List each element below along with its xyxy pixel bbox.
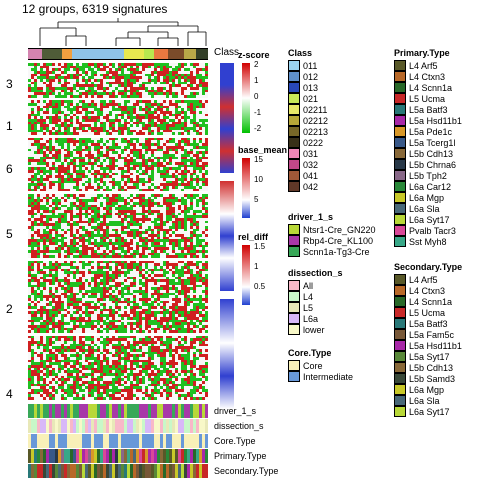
- reldiff-gradient: [242, 245, 250, 305]
- legend-class: Class01101201302102211022120221302220310…: [288, 48, 328, 192]
- basemean-label: base_mean: [238, 145, 287, 155]
- zscore-label: z-score: [238, 50, 270, 60]
- heatmap: [28, 63, 208, 399]
- legend-primary: Primary.TypeL4 Arf5L4 Ctxn3L4 Scnn1aL5 U…: [394, 48, 462, 247]
- legend-driver: driver_1_sNtsr1-Cre_GN220Rbp4-Cre_KL100S…: [288, 212, 376, 257]
- dendrogram: [28, 18, 208, 46]
- legend-core: Core.TypeCoreIntermediate: [288, 348, 353, 382]
- legend-secondary: Secondary.TypeL4 Arf5L4 Ctxn3L4 Scnn1aL5…: [394, 262, 462, 417]
- basemean-gradient: [242, 158, 250, 218]
- side-columns: [220, 63, 234, 417]
- title: 12 groups, 6319 signatures: [22, 2, 167, 16]
- class-bar: [28, 48, 208, 58]
- row-group-labels: 316524: [6, 63, 24, 399]
- class-bar-label: Class: [214, 47, 239, 58]
- reldiff-label: rel_diff: [238, 232, 268, 242]
- annotation-rows: [28, 404, 208, 479]
- zscore-gradient: [242, 63, 250, 133]
- legend-dissection: dissection_sAllL4L5L6alower: [288, 268, 343, 335]
